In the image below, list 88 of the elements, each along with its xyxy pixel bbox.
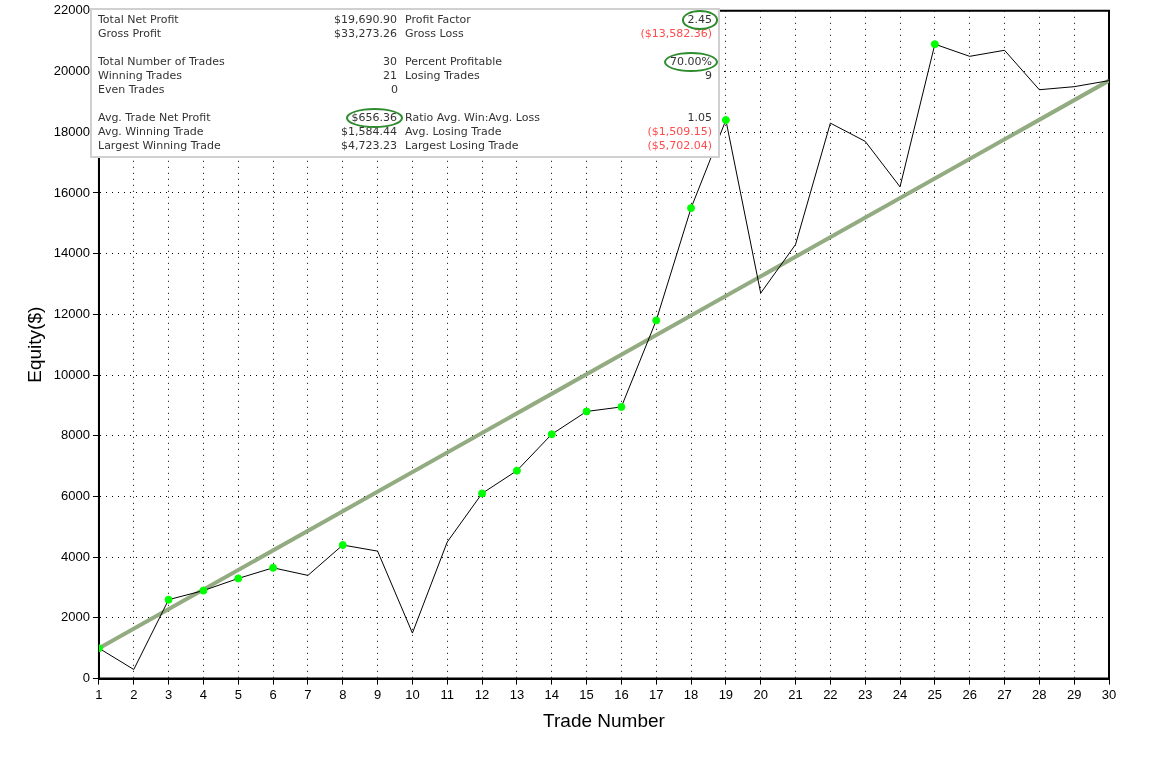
annotation: Gross Loss (405, 27, 464, 40)
x-tick-label: 27 (997, 686, 1012, 702)
annotation: $1,584.44 (341, 125, 398, 138)
x-tick-label: 3 (164, 686, 173, 702)
y-tick-label: 8000 (61, 427, 90, 443)
annotation: Losing Trades (405, 69, 480, 82)
annotation: $19,690.90 (334, 13, 398, 26)
x-tick-label: 9 (373, 686, 382, 702)
x-tick-label: 28 (1032, 686, 1047, 702)
x-tick-label: 18 (683, 686, 699, 702)
point (652, 316, 661, 325)
x-tick-label: 25 (927, 686, 943, 702)
point (234, 574, 243, 583)
point (478, 489, 487, 498)
point (338, 541, 347, 550)
point (721, 116, 730, 125)
annotation: ($5,702.04) (647, 139, 712, 152)
x-tick-label: 6 (269, 686, 277, 702)
annotation: Even Trades (98, 83, 165, 96)
annotation: 1.05 (687, 111, 712, 124)
annotation: Largest Winning Trade (98, 139, 221, 152)
point (199, 586, 208, 595)
annotation: Total Number of Trades (98, 55, 225, 68)
x-tick-label: 14 (544, 686, 559, 702)
point (617, 402, 626, 411)
point (164, 595, 173, 604)
x-tick-label: 12 (474, 686, 490, 702)
y-tick-label: 18000 (53, 123, 90, 139)
annotation: Profit Factor (405, 13, 471, 26)
x-tick-label: 8 (339, 686, 347, 702)
y-tick-label: 4000 (61, 548, 90, 564)
x-tick-label: 22 (823, 686, 838, 702)
point (687, 204, 696, 213)
y-tick-label: 10000 (53, 366, 90, 382)
x-tick-label: 4 (199, 686, 208, 702)
x-tick-label: 15 (579, 686, 594, 702)
annotation: 21 (383, 69, 398, 82)
y-tick-label: 14000 (53, 245, 90, 261)
x-tick-label: 19 (718, 686, 734, 702)
annotation: Largest Losing Trade (405, 139, 519, 152)
point (930, 40, 939, 49)
annotation: $656.36 (351, 111, 398, 125)
annotation: Avg. Winning Trade (98, 125, 204, 138)
annotation: Total Net Profit (98, 13, 179, 26)
annotation: ($1,509.15) (647, 125, 712, 138)
x-tick-label: 24 (892, 686, 908, 702)
annotation: ($13,582.36) (640, 27, 712, 40)
x-tick-label: 17 (648, 686, 664, 702)
y-tick-label: 6000 (61, 488, 90, 504)
y-tick-label: 2000 (61, 609, 90, 625)
point (547, 430, 556, 439)
annotation: 70.00% (670, 55, 712, 69)
annotation: Ratio Avg. Win:Avg. Loss (405, 111, 540, 124)
x-tick-label: 29 (1066, 686, 1082, 702)
annotation: Percent Profitable (405, 55, 503, 68)
annotation: $4,723.23 (341, 139, 398, 152)
x-tick-label: 23 (857, 686, 873, 702)
annotation: 30 (383, 55, 398, 68)
y-tick-label: 22000 (53, 2, 90, 18)
x-tick-label: 16 (614, 686, 629, 702)
x-tick-label: 11 (440, 686, 454, 702)
point (269, 563, 278, 572)
x-axis-title: Trade Number (543, 709, 666, 731)
point (582, 407, 591, 416)
annotation: Avg. Trade Net Profit (98, 111, 211, 124)
y-tick-label: 16000 (53, 184, 90, 200)
x-tick-label: 21 (788, 686, 803, 702)
x-tick-label: 26 (962, 686, 977, 702)
x-tick-label: 2 (130, 686, 138, 702)
x-tick-label: 10 (405, 686, 420, 702)
x-tick-label: 30 (1101, 686, 1117, 702)
annotation: 9 (705, 69, 712, 82)
y-axis-title: Equity($) (23, 306, 45, 383)
annotation: Winning Trades (98, 69, 182, 82)
y-tick-label: 20000 (53, 63, 90, 79)
x-tick-label: 1 (95, 686, 103, 702)
x-tick-label: 20 (753, 686, 768, 702)
annotation: Avg. Losing Trade (405, 125, 502, 138)
x-tick-label: 7 (304, 686, 312, 702)
annotation: 2.45 (687, 13, 712, 27)
annotation: Gross Profit (98, 27, 162, 40)
y-tick-label: 0 (82, 670, 90, 686)
annotation: 0 (391, 83, 398, 96)
x-tick-label: 13 (509, 686, 525, 702)
annotation: $33,273.26 (334, 27, 398, 40)
y-tick-label: 12000 (53, 305, 90, 321)
point (512, 466, 521, 475)
x-tick-label: 5 (234, 686, 242, 702)
